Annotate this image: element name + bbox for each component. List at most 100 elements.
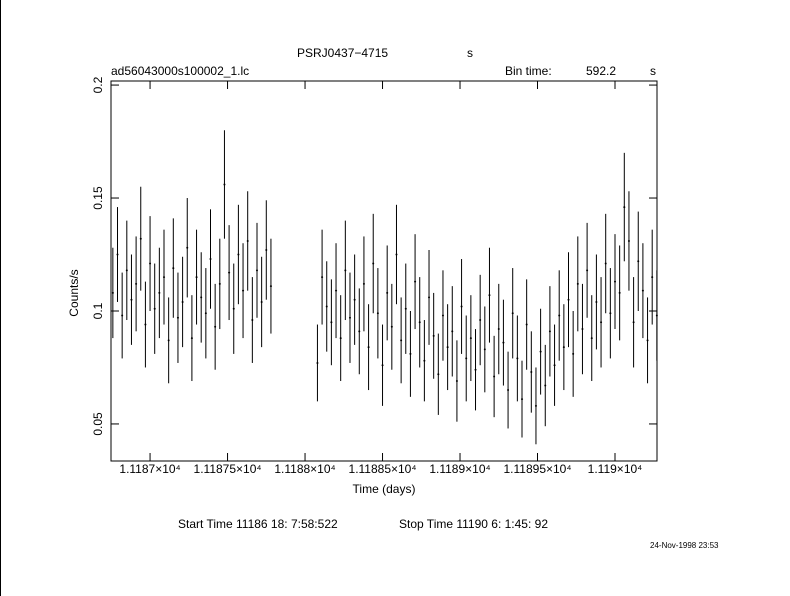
data-point bbox=[637, 260, 640, 263]
data-point bbox=[627, 239, 630, 242]
data-point bbox=[618, 291, 621, 294]
data-point bbox=[418, 321, 421, 324]
data-point bbox=[144, 323, 147, 326]
data-point bbox=[590, 337, 593, 340]
data-point bbox=[390, 325, 393, 328]
data-point bbox=[651, 276, 654, 279]
data-point bbox=[209, 258, 212, 261]
data-point bbox=[362, 282, 365, 285]
data-point bbox=[479, 319, 482, 322]
data-point bbox=[502, 341, 505, 344]
data-point bbox=[176, 316, 179, 319]
data-point bbox=[125, 269, 128, 272]
data-point bbox=[195, 276, 198, 279]
data-point bbox=[386, 291, 389, 294]
data-point bbox=[539, 350, 542, 353]
title-unit: s bbox=[467, 46, 473, 60]
data-point bbox=[181, 300, 184, 303]
data-point bbox=[488, 294, 491, 297]
data-point bbox=[446, 346, 449, 349]
bin-time: 592.2 bbox=[586, 64, 616, 78]
data-point bbox=[400, 339, 403, 342]
chart-title: PSRJ0437−4715 bbox=[297, 46, 388, 60]
data-point bbox=[553, 364, 556, 367]
data-point bbox=[190, 337, 193, 340]
data-point bbox=[595, 300, 598, 303]
data-point bbox=[530, 370, 533, 373]
data-point bbox=[149, 262, 152, 265]
data-point bbox=[321, 276, 324, 279]
data-point bbox=[163, 276, 166, 279]
data-point bbox=[372, 262, 375, 265]
x-tick-label: 1.1189×10⁴ bbox=[429, 462, 490, 476]
data-point bbox=[218, 282, 221, 285]
data-point bbox=[655, 314, 658, 317]
data-point bbox=[265, 248, 268, 251]
data-point bbox=[260, 300, 263, 303]
x-tick-label: 1.11885×10⁴ bbox=[349, 462, 417, 476]
data-point bbox=[172, 267, 175, 270]
data-point bbox=[186, 246, 189, 249]
data-point bbox=[395, 253, 398, 256]
x-tick-label: 1.1187×10⁴ bbox=[119, 462, 180, 476]
data-point bbox=[246, 239, 249, 242]
data-point bbox=[641, 289, 644, 292]
data-point bbox=[139, 237, 142, 240]
data-point bbox=[511, 312, 514, 315]
data-point bbox=[521, 398, 524, 401]
data-point bbox=[367, 346, 370, 349]
data-point bbox=[269, 285, 272, 288]
data-point bbox=[335, 289, 338, 292]
data-point bbox=[242, 289, 245, 292]
data-point bbox=[423, 359, 426, 362]
data-point bbox=[330, 321, 333, 324]
data-point bbox=[469, 337, 472, 340]
data-point bbox=[409, 352, 412, 355]
data-point bbox=[516, 357, 519, 360]
x-tick-label: 1.11875×10⁴ bbox=[194, 462, 262, 476]
y-tick-label: 0.2 bbox=[91, 76, 105, 93]
data-point bbox=[646, 339, 649, 342]
stop-time: Stop Time 11190 6: 1:45: 92 bbox=[399, 517, 548, 531]
data-point bbox=[507, 389, 510, 392]
data-point bbox=[614, 280, 616, 283]
data-point bbox=[581, 328, 584, 331]
data-point bbox=[632, 321, 635, 324]
data-point bbox=[228, 271, 231, 274]
data-point bbox=[558, 314, 561, 317]
x-tick-label: 1.1188×10⁴ bbox=[274, 462, 335, 476]
data-point bbox=[483, 348, 486, 351]
data-point bbox=[544, 384, 547, 387]
data-point bbox=[376, 312, 379, 315]
data-point bbox=[404, 307, 407, 310]
plot-frame bbox=[110, 80, 658, 462]
data-point bbox=[353, 298, 356, 301]
data-point bbox=[381, 364, 384, 367]
data-point bbox=[130, 298, 133, 301]
data-point bbox=[604, 262, 607, 265]
data-point bbox=[200, 296, 203, 299]
data-point bbox=[623, 206, 626, 209]
data-point bbox=[567, 298, 570, 301]
x-tick-label: 1.11895×10⁴ bbox=[504, 462, 572, 476]
data-point bbox=[158, 291, 161, 294]
data-point bbox=[255, 269, 258, 272]
data-point bbox=[251, 319, 254, 322]
data-point bbox=[237, 253, 240, 256]
data-point bbox=[432, 334, 435, 337]
data-point bbox=[153, 307, 156, 310]
data-point bbox=[344, 269, 347, 272]
data-point bbox=[576, 282, 579, 285]
timestamp: 24-Nov-1998 23:53 bbox=[650, 541, 719, 550]
data-point bbox=[441, 314, 444, 317]
y-tick-label: 0.05 bbox=[91, 412, 105, 436]
y-tick-label: 0.15 bbox=[91, 186, 105, 210]
data-point bbox=[167, 339, 170, 342]
data-point bbox=[437, 373, 440, 376]
data-point bbox=[325, 305, 328, 308]
bin-time-label: Bin time: bbox=[505, 64, 552, 78]
x-tick-label: 1.119×10⁴ bbox=[588, 462, 643, 476]
data-point bbox=[214, 325, 217, 328]
data-point bbox=[428, 296, 431, 299]
